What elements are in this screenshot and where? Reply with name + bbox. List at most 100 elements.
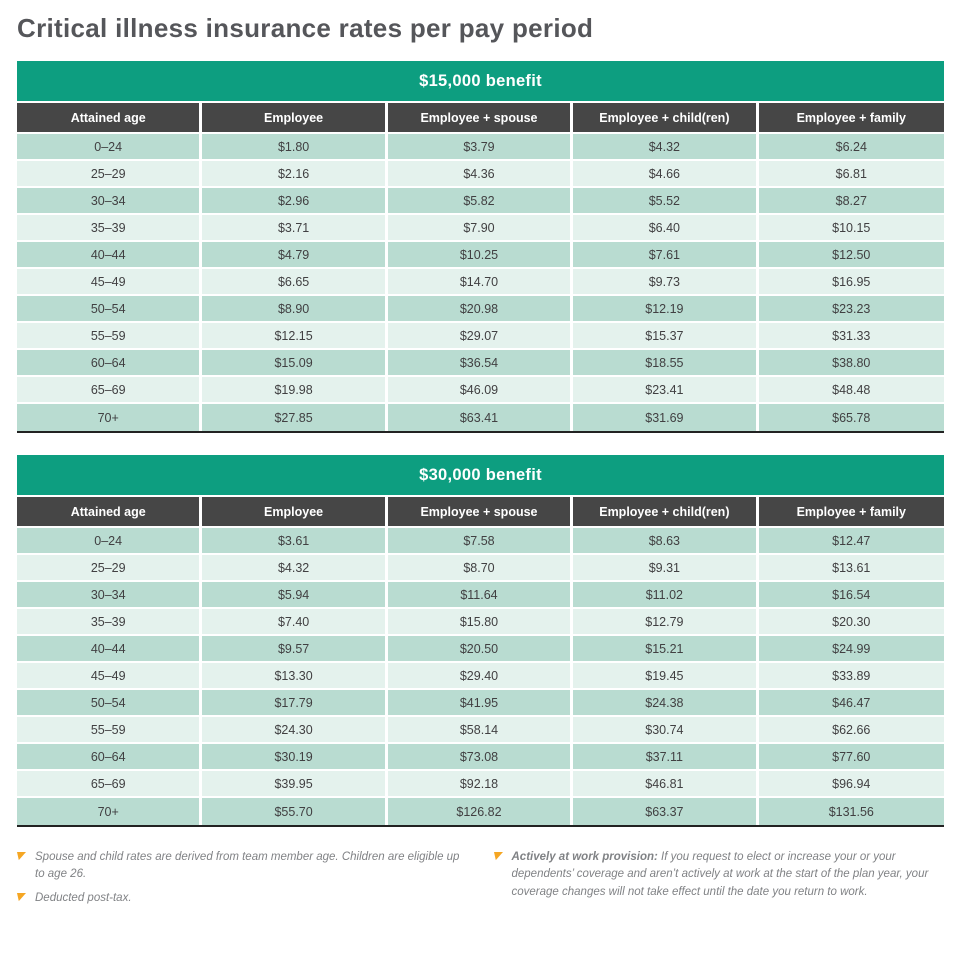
age-cell: 60–64 [17,350,203,378]
table-row: 35–39 $7.40 $15.80 $12.79 $20.30 [17,609,944,637]
rate-cell: $1.80 [202,134,388,162]
rate-cell: $73.08 [387,744,574,772]
benefit-bar-15000: $15,000 benefit [17,61,944,102]
age-cell: 0–24 [17,134,203,162]
rate-cell: $12.50 [758,242,944,270]
rate-cell: $2.16 [202,161,388,189]
rate-cell: $14.70 [387,269,574,297]
rate-cell: $12.79 [573,609,759,637]
rate-cell: $30.74 [573,717,759,745]
age-cell: 70+ [17,404,203,432]
rate-cell: $10.15 [758,215,944,243]
rate-cell: $6.24 [758,134,944,162]
rate-cell: $9.57 [202,636,388,664]
age-cell: 0–24 [17,528,203,556]
table-row: 70+ $55.70 $126.82 $63.37 $131.56 [17,798,944,826]
age-cell: 35–39 [17,215,203,243]
rate-cell: $16.95 [758,269,944,297]
rate-cell: $46.47 [758,690,944,718]
rate-cell: $18.55 [573,350,759,378]
rate-cell: $5.52 [573,188,759,216]
rate-cell: $19.98 [202,377,388,405]
note-marker-icon [493,852,503,861]
rate-cell: $23.23 [758,296,944,324]
age-cell: 70+ [17,798,203,826]
age-cell: 55–59 [17,717,203,745]
rate-cell: $46.09 [387,377,574,405]
rate-cell: $96.94 [758,771,944,799]
table-row: 25–29 $4.32 $8.70 $9.31 $13.61 [17,555,944,583]
table-row: 30–34 $5.94 $11.64 $11.02 $16.54 [17,582,944,610]
column-header: Employee + family [758,497,944,529]
rate-cell: $7.58 [387,528,574,556]
footnotes-left: Spouse and child rates are derived from … [17,849,468,913]
column-header: Attained age [17,497,203,529]
footnote-bold-lead: Actively at work provision: [511,851,662,864]
benefit-table-15000: $15,000 benefit Attained age Employee Empl… [17,61,944,434]
footnote-item: Spouse and child rates are derived from … [17,849,468,884]
age-cell: 35–39 [17,609,203,637]
rate-cell: $27.85 [202,404,388,432]
footnote-item: Actively at work provision: If you reque… [493,849,945,901]
table-row: 25–29 $2.16 $4.36 $4.66 $6.81 [17,161,944,189]
rate-cell: $29.40 [387,663,574,691]
table-row: 50–54 $8.90 $20.98 $12.19 $23.23 [17,296,944,324]
rate-cell: $2.96 [202,188,388,216]
rate-cell: $20.30 [758,609,944,637]
rate-cell: $13.61 [758,555,944,583]
table-row: 45–49 $13.30 $29.40 $19.45 $33.89 [17,663,944,691]
rate-cell: $11.02 [573,582,759,610]
rate-cell: $8.70 [387,555,574,583]
page: Critical illness insurance rates per pay… [0,13,961,913]
benefit-bar-30000: $30,000 benefit [17,455,944,496]
footnote-text: Actively at work provision: If you reque… [512,849,945,901]
age-cell: 25–29 [17,555,203,583]
rate-cell: $24.30 [202,717,388,745]
column-header: Employee + spouse [387,497,574,529]
rate-cell: $38.80 [758,350,944,378]
age-cell: 45–49 [17,269,203,297]
age-cell: 40–44 [17,242,203,270]
age-cell: 50–54 [17,296,203,324]
rate-cell: $30.19 [202,744,388,772]
rate-cell: $19.45 [573,663,759,691]
rate-cell: $12.19 [573,296,759,324]
age-cell: 30–34 [17,188,203,216]
footnotes: Spouse and child rates are derived from … [17,849,944,913]
rate-cell: $63.37 [573,798,759,826]
rate-cell: $41.95 [387,690,574,718]
footnote-item: Deducted post-tax. [17,890,468,907]
rates-body-15000: 0–24 $1.80 $3.79 $4.32 $6.24 25–29 $2.16 $4.36 $… [17,134,944,432]
rate-cell: $15.21 [573,636,759,664]
rate-cell: $48.48 [758,377,944,405]
column-header: Employee + spouse [387,103,574,135]
rate-cell: $6.81 [758,161,944,189]
rate-cell: $24.99 [758,636,944,664]
rate-cell: $24.38 [573,690,759,718]
rate-cell: $13.30 [202,663,388,691]
rate-cell: $46.81 [573,771,759,799]
table-row: 70+ $27.85 $63.41 $31.69 $65.78 [17,404,944,432]
rate-cell: $16.54 [758,582,944,610]
page-title: Critical illness insurance rates per pay… [17,13,594,43]
table-row: 55–59 $12.15 $29.07 $15.37 $31.33 [17,323,944,351]
age-cell: 45–49 [17,663,203,691]
rate-cell: $12.15 [202,323,388,351]
rate-cell: $37.11 [573,744,759,772]
rate-cell: $92.18 [387,771,574,799]
table-row: 40–44 $4.79 $10.25 $7.61 $12.50 [17,242,944,270]
table-row: 30–34 $2.96 $5.82 $5.52 $8.27 [17,188,944,216]
table-row: 45–49 $6.65 $14.70 $9.73 $16.95 [17,269,944,297]
rate-cell: $9.73 [573,269,759,297]
rate-cell: $8.90 [202,296,388,324]
column-header: Employee [202,103,388,135]
table-row: 55–59 $24.30 $58.14 $30.74 $62.66 [17,717,944,745]
rate-cell: $5.82 [387,188,574,216]
table-row: 50–54 $17.79 $41.95 $24.38 $46.47 [17,690,944,718]
age-cell: 65–69 [17,771,203,799]
age-cell: 50–54 [17,690,203,718]
age-cell: 40–44 [17,636,203,664]
note-marker-icon [17,852,26,861]
age-cell: 55–59 [17,323,203,351]
header-row: Attained age Employee Employee + spouse Emp… [17,103,944,135]
